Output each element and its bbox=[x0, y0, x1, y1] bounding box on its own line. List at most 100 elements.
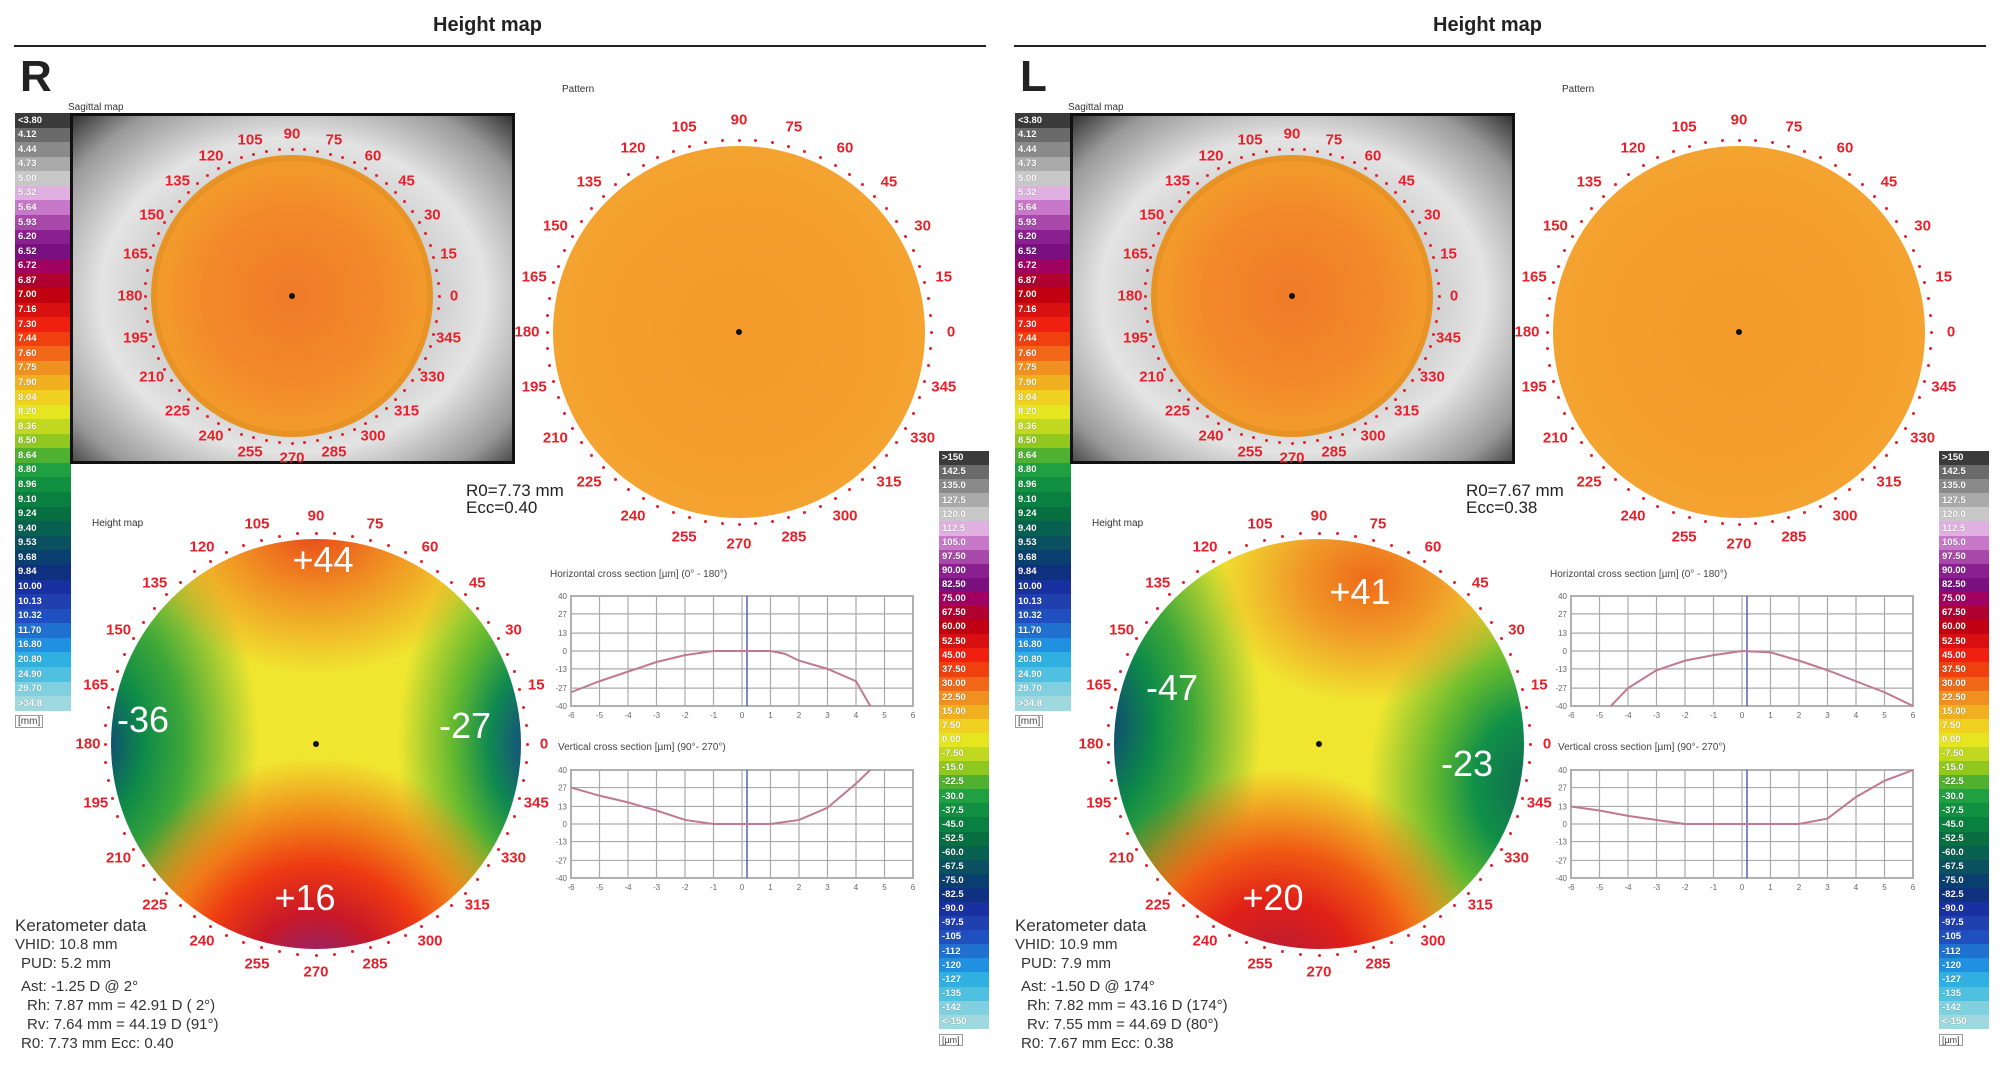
pattern-angle-label: 15 bbox=[935, 268, 953, 286]
sagittal-tick-mark bbox=[145, 320, 149, 324]
pattern-tick-mark bbox=[1545, 330, 1549, 334]
height-tick-mark bbox=[450, 904, 454, 908]
sagittal-color-scale-entry: 10.00 bbox=[1015, 579, 1071, 595]
height-tick-mark bbox=[332, 532, 336, 536]
pattern-tick-mark bbox=[770, 519, 774, 523]
sagittal-angle-label: 330 bbox=[1419, 368, 1445, 386]
height-angle-label: 255 bbox=[244, 955, 270, 973]
pattern-tick-mark bbox=[1563, 411, 1567, 415]
sagittal-angle-label: 225 bbox=[1164, 402, 1190, 420]
sagittal-tick-mark bbox=[252, 436, 256, 440]
height-angle-label: 105 bbox=[1247, 515, 1273, 533]
sagittal-color-scale-entry: 10.32 bbox=[1015, 608, 1071, 624]
height-tick-mark bbox=[296, 952, 300, 956]
height-tick-mark bbox=[1528, 742, 1532, 746]
pattern-tick-mark bbox=[860, 183, 864, 187]
pattern-tick-mark bbox=[1601, 194, 1605, 198]
sagittal-tick-mark bbox=[328, 152, 332, 156]
sagittal-tick-mark bbox=[436, 307, 440, 311]
sagittal-angle-label: 60 bbox=[1364, 147, 1382, 165]
eye-indicator: R bbox=[20, 52, 52, 101]
pattern-tick-mark bbox=[1627, 487, 1631, 491]
height-tick-mark bbox=[1126, 831, 1130, 835]
sagittal-color-scale-entry: 11.70 bbox=[1015, 623, 1071, 638]
height-tick-mark bbox=[332, 952, 336, 956]
sagittal-tick-mark bbox=[1435, 320, 1439, 324]
height-tick-mark bbox=[225, 551, 229, 555]
pattern-tick-mark bbox=[1847, 173, 1851, 177]
height-tick-mark bbox=[505, 831, 509, 835]
pattern-tick-mark bbox=[1873, 466, 1877, 470]
sagittal-tick-mark bbox=[1148, 256, 1152, 260]
pattern-angle-label: 0 bbox=[1946, 323, 1956, 341]
height-value-left: -36 bbox=[116, 699, 170, 740]
pattern-label: Pattern bbox=[1562, 84, 1595, 95]
sagittal-color-scale-entry: 9.53 bbox=[1015, 535, 1071, 551]
sagittal-tick-mark bbox=[1340, 156, 1344, 160]
vertical-cross-section-y-tick: -27 bbox=[1555, 856, 1567, 865]
height-tick-mark bbox=[1466, 593, 1470, 597]
vertical-cross-section-x-tick: 2 bbox=[797, 883, 802, 892]
sagittal-color-scale-entry: 8.64 bbox=[1015, 448, 1071, 463]
pattern-angle-label: 255 bbox=[671, 528, 697, 546]
height-angle-label: 210 bbox=[1109, 849, 1135, 867]
horizontal-cross-section-y-tick: 0 bbox=[1563, 647, 1568, 656]
horizontal-cross-section-x-tick: -3 bbox=[1653, 711, 1661, 720]
pattern-tick-mark bbox=[548, 297, 552, 301]
vertical-cross-section-x-tick: -6 bbox=[1567, 883, 1575, 892]
sagittal-tick-mark bbox=[1423, 356, 1427, 360]
vertical-cross-section-x-tick: -1 bbox=[710, 883, 718, 892]
pattern-tick-mark bbox=[1548, 297, 1552, 301]
pattern-tick-mark bbox=[1903, 234, 1907, 238]
height-angle-label: 255 bbox=[1247, 955, 1273, 973]
pattern-tick-mark bbox=[614, 183, 618, 187]
sagittal-color-scale-entry: 5.32 bbox=[1015, 185, 1071, 201]
height-angle-label: 195 bbox=[1086, 794, 1112, 812]
height-color-scale-entry: 97.50 bbox=[939, 549, 989, 564]
sagittal-angle-label: 240 bbox=[1198, 427, 1224, 445]
sagittal-color-scale-entry: 8.80 bbox=[15, 462, 71, 478]
sagittal-color-scale-entry: <3.80 bbox=[15, 113, 71, 128]
sagittal-tick-mark bbox=[1228, 161, 1232, 165]
pattern-tick-mark bbox=[1737, 138, 1741, 142]
sagittal-tick-mark bbox=[364, 421, 367, 425]
height-color-scale-entry: 112.5 bbox=[1939, 521, 1989, 536]
height-tick-mark bbox=[1317, 531, 1321, 535]
vertical-cross-section-y-tick: 27 bbox=[558, 784, 567, 793]
horizontal-cross-section-y-tick: -13 bbox=[1555, 665, 1567, 674]
height-tick-mark bbox=[1168, 891, 1172, 895]
sagittal-color-scale-entry: 6.52 bbox=[15, 244, 71, 259]
sagittal-angle-label: 345 bbox=[435, 329, 461, 347]
pattern-tick-mark bbox=[787, 515, 791, 519]
height-color-scale-entry: -75.0 bbox=[1939, 873, 1989, 888]
height-tick-mark bbox=[123, 653, 127, 657]
sagittal-tick-mark bbox=[1316, 439, 1320, 443]
sagittal-color-scale-entry: 8.20 bbox=[15, 404, 71, 420]
keratometer-data: Keratometer data VHID: 10.9 mm PUD: 7.9 mm… bbox=[1015, 916, 1228, 1053]
sagittal-color-scale-entry: 9.40 bbox=[1015, 521, 1071, 536]
height-tick-mark bbox=[1527, 760, 1531, 764]
pattern-tick-mark bbox=[1671, 510, 1675, 514]
keratometer-data: Keratometer data VHID: 10.8 mm PUD: 5.2 mm… bbox=[15, 916, 219, 1053]
sagittal-color-scale-entry: 5.32 bbox=[15, 185, 71, 201]
height-tick-mark bbox=[1521, 687, 1525, 691]
height-color-scale-entry: -82.5 bbox=[939, 887, 989, 902]
height-value-right: -23 bbox=[1440, 743, 1494, 784]
pattern-tick-mark bbox=[1687, 145, 1691, 149]
pattern-tick-mark bbox=[1720, 521, 1724, 525]
height-color-scale-entry: -22.5 bbox=[939, 775, 989, 790]
height-color-scale-entry: 7.50 bbox=[939, 718, 989, 733]
sagittal-angle-label: 15 bbox=[440, 245, 457, 263]
height-tick-mark bbox=[242, 544, 246, 548]
sagittal-color-scale-entry: 4.73 bbox=[15, 156, 71, 172]
horizontal-cross-section-x-tick: 5 bbox=[1882, 711, 1887, 720]
height-angle-label: 330 bbox=[1503, 849, 1529, 867]
vertical-cross-section-y-tick: 0 bbox=[1563, 820, 1568, 829]
sagittal-color-scale-entry: 9.68 bbox=[1015, 550, 1071, 565]
vertical-cross-section-title: Vertical cross section [µm] (90°- 270°) bbox=[1558, 742, 1726, 753]
pattern-angle-label: 120 bbox=[620, 139, 646, 157]
height-tick-mark bbox=[1500, 848, 1504, 851]
height-tick-mark bbox=[524, 760, 528, 764]
height-angle-label: 105 bbox=[244, 515, 270, 533]
sagittal-tick-mark bbox=[1177, 200, 1181, 203]
